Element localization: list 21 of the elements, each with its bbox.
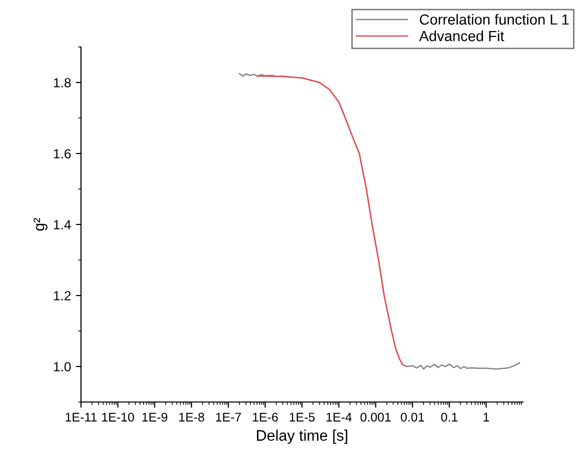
y-axis-title: g²	[34, 218, 48, 231]
x-tick-label: 1E-10	[102, 412, 134, 422]
y-tick-label: 1.4	[54, 220, 71, 230]
legend-label: Correlation function L 1	[420, 14, 569, 25]
x-axis-title: Delay time [s]	[256, 430, 348, 444]
y-tick-label: 1.0	[54, 362, 71, 372]
x-tick-label: 0.01	[400, 412, 424, 422]
y-tick-label: 1.8	[54, 78, 71, 88]
x-tick-label: 1E-5	[290, 412, 315, 422]
x-tick-label: 1	[484, 412, 490, 422]
x-tick-label: 1E-9	[142, 412, 168, 422]
y-tick-label: 1.6	[54, 149, 71, 158]
y-tick-label: 1.2	[54, 291, 71, 300]
legend-label: Advanced Fit	[419, 30, 504, 42]
x-tick-label: 1E-7	[216, 412, 241, 422]
x-tick-label: 1E-11	[66, 412, 97, 422]
x-tick-label: 1E-4	[326, 412, 352, 422]
x-tick-label: 1E-8	[179, 412, 204, 422]
x-tick-label: 1E-6	[252, 412, 278, 422]
x-tick-label: 0.1	[441, 412, 458, 422]
x-tick-label: 0.001	[360, 412, 391, 422]
